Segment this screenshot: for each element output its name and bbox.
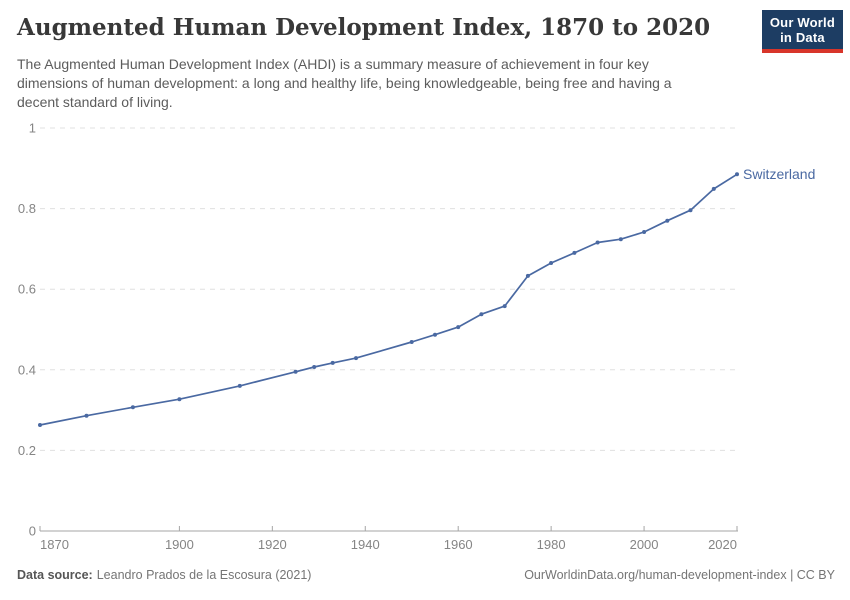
data-point[interactable] <box>38 423 42 427</box>
owid-logo[interactable]: Our World in Data <box>761 10 843 53</box>
y-tick-label: 0.8 <box>18 201 36 216</box>
y-tick-label: 0.6 <box>18 282 36 297</box>
chart-subtitle: The Augmented Human Development Index (A… <box>17 56 672 110</box>
chart-title: Augmented Human Development Index, 1870 … <box>17 14 711 41</box>
data-point[interactable] <box>479 312 484 317</box>
y-tick-label: 0 <box>29 524 36 539</box>
x-tick-label: 2000 <box>630 537 659 552</box>
x-tick-label: 1960 <box>444 537 473 552</box>
data-point[interactable] <box>409 340 414 344</box>
x-tick-label: 1940 <box>351 537 380 552</box>
data-point[interactable] <box>177 397 182 402</box>
data-point[interactable] <box>549 261 554 265</box>
y-tick-label: 0.4 <box>18 362 36 377</box>
data-point[interactable] <box>330 360 335 365</box>
series-label-switzerland: Switzerland <box>743 166 816 182</box>
data-point[interactable] <box>711 186 716 191</box>
data-point[interactable] <box>354 356 358 361</box>
data-point[interactable] <box>688 208 693 213</box>
data-point[interactable] <box>456 325 461 330</box>
y-tick-label: 1 <box>29 121 36 136</box>
owid-logo-text: Our World in Data <box>769 15 835 45</box>
data-point[interactable] <box>665 218 670 223</box>
data-point[interactable] <box>433 332 437 337</box>
data-point[interactable] <box>293 369 298 374</box>
data-point[interactable] <box>312 365 317 369</box>
x-tick-label: 1980 <box>537 537 566 552</box>
x-tick-label: 1920 <box>258 537 287 552</box>
series-line-switzerland[interactable] <box>39 173 738 426</box>
credit-link[interactable]: OurWorldinData.org/human-development-ind… <box>524 568 835 582</box>
data-point[interactable] <box>642 230 647 234</box>
data-point[interactable] <box>130 405 135 410</box>
chart-footer: Data source: Leandro Prados de la Escosur… <box>17 567 835 583</box>
data-point[interactable] <box>572 250 577 255</box>
data-point[interactable] <box>618 237 623 242</box>
x-tick-label: 1900 <box>165 537 194 552</box>
data-point[interactable] <box>525 273 530 278</box>
x-tick-label: 1870 <box>40 537 69 552</box>
y-tick-label: 0.2 <box>18 443 36 458</box>
data-source-label: Data source: <box>17 568 93 582</box>
data-point[interactable] <box>84 413 89 418</box>
data-source-text: Leandro Prados de la Escosura (2021) <box>96 568 312 582</box>
x-tick-label: 2020 <box>708 537 737 552</box>
data-source: Data source: Leandro Prados de la Escosur… <box>17 567 311 583</box>
data-point[interactable] <box>237 383 242 388</box>
data-point[interactable] <box>595 240 600 245</box>
data-point[interactable] <box>735 172 739 177</box>
data-point[interactable] <box>502 304 507 309</box>
